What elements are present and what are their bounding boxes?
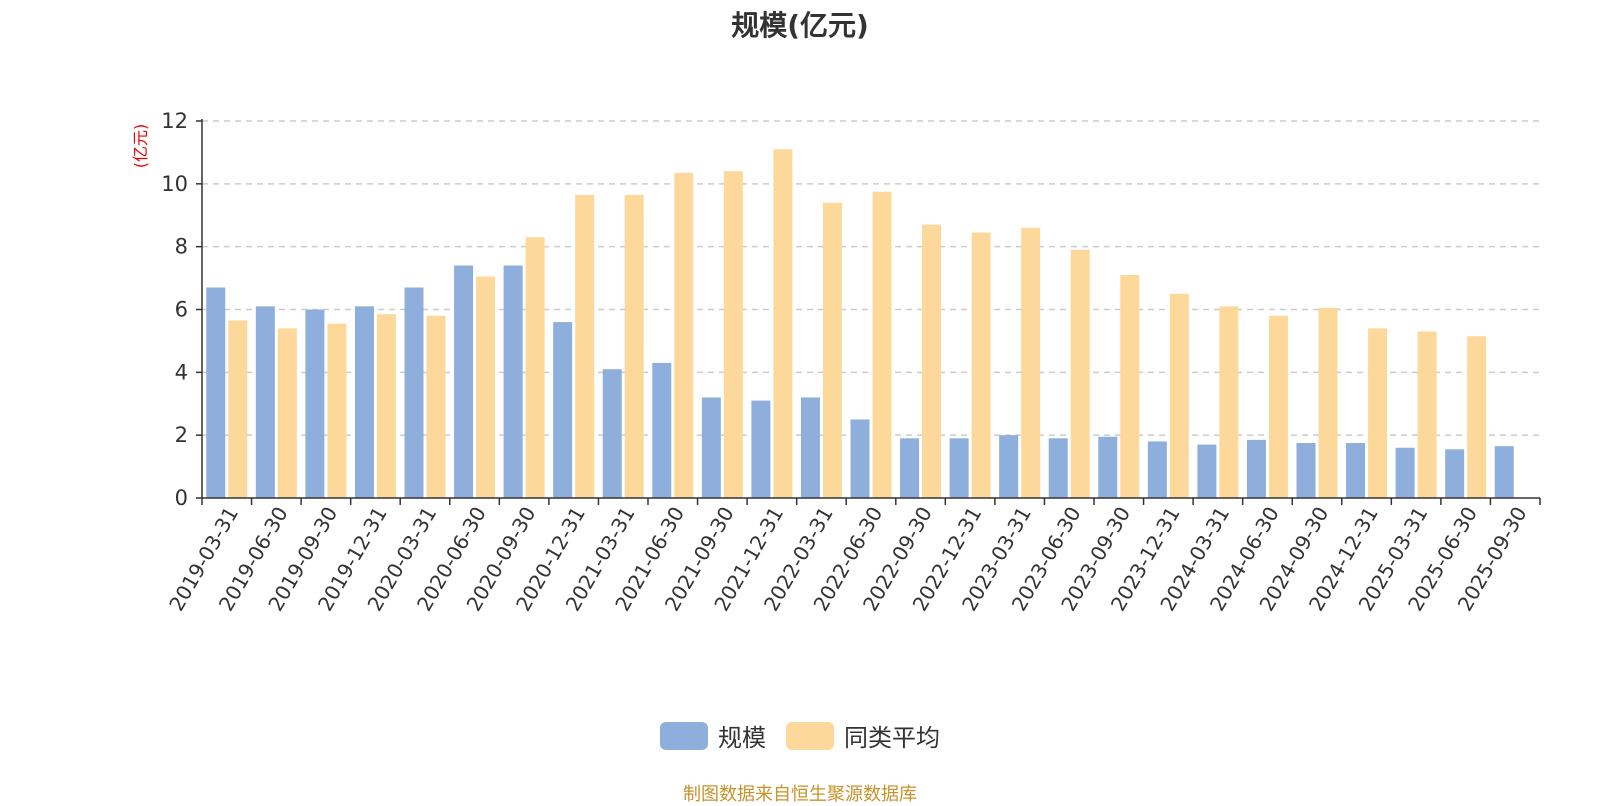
bar-scale[interactable] bbox=[454, 265, 474, 498]
bar-peer-average[interactable] bbox=[822, 202, 842, 498]
bar-peer-average[interactable] bbox=[1467, 336, 1487, 498]
bar-scale[interactable] bbox=[1346, 443, 1366, 498]
bar-peer-average[interactable] bbox=[674, 172, 694, 498]
y-tick-label: 10 bbox=[161, 172, 188, 196]
y-tick-label: 12 bbox=[161, 109, 188, 133]
bar-scale[interactable] bbox=[1494, 446, 1514, 498]
bar-peer-average[interactable] bbox=[1318, 307, 1338, 498]
bar-peer-average[interactable] bbox=[575, 194, 595, 498]
bar-scale[interactable] bbox=[1147, 441, 1167, 498]
bar-peer-average[interactable] bbox=[1368, 328, 1388, 498]
axes bbox=[196, 119, 1541, 505]
bar-scale[interactable] bbox=[354, 306, 374, 498]
legend-label-peer-average: 同类平均 bbox=[844, 724, 940, 752]
bar-peer-average[interactable] bbox=[376, 314, 396, 498]
y-tick-label: 6 bbox=[175, 298, 188, 322]
bar-peer-average[interactable] bbox=[773, 149, 793, 498]
bar-peer-average[interactable] bbox=[1070, 249, 1090, 498]
bar-scale[interactable] bbox=[949, 438, 969, 498]
bar-peer-average[interactable] bbox=[922, 224, 942, 499]
bar-scale[interactable] bbox=[701, 397, 721, 498]
legend-item-scale[interactable]: 规模 bbox=[660, 718, 766, 753]
bar-peer-average[interactable] bbox=[525, 237, 545, 498]
bar-peer-average[interactable] bbox=[1268, 315, 1288, 498]
bar-scale[interactable] bbox=[255, 306, 275, 498]
bar-peer-average[interactable] bbox=[228, 320, 248, 498]
bars bbox=[206, 149, 1514, 499]
source-note: 制图数据来自恒生聚源数据库 bbox=[683, 784, 917, 805]
legend-swatch-scale bbox=[660, 721, 708, 750]
bar-scale[interactable] bbox=[850, 419, 870, 498]
legend-swatch-peer-average bbox=[786, 721, 834, 750]
bar-scale[interactable] bbox=[1445, 449, 1465, 498]
bar-scale[interactable] bbox=[1296, 443, 1316, 498]
bar-scale[interactable] bbox=[1048, 438, 1068, 498]
bar-scale[interactable] bbox=[900, 438, 920, 498]
bar-scale[interactable] bbox=[1395, 447, 1415, 498]
bar-peer-average[interactable] bbox=[426, 315, 446, 498]
bar-peer-average[interactable] bbox=[624, 194, 644, 498]
grid-lines bbox=[202, 120, 1540, 436]
bar-scale[interactable] bbox=[999, 435, 1019, 498]
bar-peer-average[interactable] bbox=[1169, 293, 1189, 498]
legend: 规模 同类平均 bbox=[0, 718, 1600, 753]
bar-peer-average[interactable] bbox=[1021, 227, 1041, 499]
bar-peer-average[interactable] bbox=[971, 232, 991, 498]
y-tick-label: 8 bbox=[175, 235, 188, 259]
bar-scale[interactable] bbox=[751, 400, 771, 498]
bar-peer-average[interactable] bbox=[723, 171, 743, 498]
y-tick-label: 2 bbox=[175, 423, 188, 447]
bar-peer-average[interactable] bbox=[872, 191, 892, 498]
y-axis-unit-label: (亿元) bbox=[131, 124, 150, 169]
bar-peer-average[interactable] bbox=[476, 276, 496, 498]
y-tick-label: 0 bbox=[175, 486, 188, 510]
legend-label-scale: 规模 bbox=[718, 724, 766, 752]
bar-peer-average[interactable] bbox=[327, 323, 347, 498]
y-tick-label: 4 bbox=[175, 360, 188, 384]
bar-scale[interactable] bbox=[206, 287, 226, 498]
bar-peer-average[interactable] bbox=[1219, 306, 1239, 498]
bar-peer-average[interactable] bbox=[1120, 274, 1140, 498]
bar-scale[interactable] bbox=[652, 362, 672, 498]
bar-scale[interactable] bbox=[553, 322, 573, 498]
bar-scale[interactable] bbox=[305, 309, 325, 499]
bar-scale[interactable] bbox=[1197, 444, 1217, 498]
legend-item-peer-average[interactable]: 同类平均 bbox=[786, 718, 940, 753]
bar-peer-average[interactable] bbox=[277, 328, 297, 498]
bar-peer-average[interactable] bbox=[1417, 331, 1437, 498]
bar-scale[interactable] bbox=[404, 287, 424, 498]
bar-scale[interactable] bbox=[800, 397, 820, 498]
bar-scale[interactable] bbox=[1246, 439, 1266, 498]
bar-scale[interactable] bbox=[1098, 436, 1118, 498]
bar-scale[interactable] bbox=[503, 265, 523, 498]
bar-scale[interactable] bbox=[602, 369, 622, 498]
chart-title: 规模(亿元) bbox=[731, 9, 869, 42]
